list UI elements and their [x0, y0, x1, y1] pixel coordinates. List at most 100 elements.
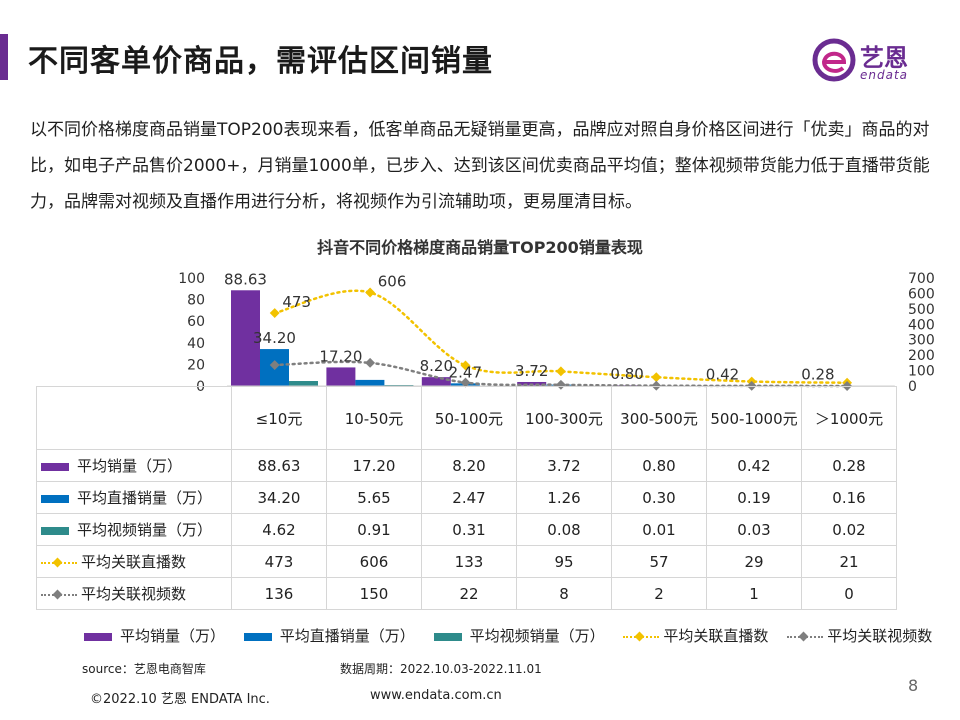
- live-count-line-icon: [623, 631, 660, 642]
- line-point-marker: [269, 360, 280, 370]
- line-point-marker: [651, 372, 662, 383]
- avg-sales-swatch-icon: [41, 462, 69, 471]
- table-cell: 21: [801, 545, 897, 578]
- table-cell: 0.03: [706, 513, 802, 546]
- table-cell: 57: [611, 545, 707, 578]
- right-axis-tick: 100: [908, 364, 935, 380]
- table-cell: 5.65: [326, 481, 422, 514]
- table-cell: 34.20: [231, 481, 327, 514]
- left-axis-tick: 60: [187, 314, 205, 330]
- endata-logo-icon: [812, 38, 856, 82]
- row-label: 平均关联视频数: [36, 577, 232, 610]
- right-axis-tick: 400: [908, 317, 935, 333]
- table-cell: 0.30: [611, 481, 707, 514]
- legend-item: 平均直播销量（万）: [243, 625, 415, 646]
- left-axis-tick: 20: [187, 357, 205, 373]
- data-label: 0.28: [801, 366, 834, 384]
- row-label: 平均关联直播数: [36, 545, 232, 578]
- table-cell: 88.63: [231, 449, 327, 482]
- table-cell: 0.91: [326, 513, 422, 546]
- bar: [289, 381, 318, 386]
- line-point-marker: [460, 360, 471, 371]
- table-row: 平均直播销量（万） 34.20 5.65 2.47 1.26 0.30 0.19…: [36, 481, 897, 514]
- table-row: 平均关联直播数 473 606 133 95 57 29 21: [36, 545, 897, 578]
- table-cell: 29: [706, 545, 802, 578]
- table-cell: 0.28: [801, 449, 897, 482]
- legend-label: 平均关联直播数: [663, 627, 769, 645]
- table-cell: 606: [326, 545, 422, 578]
- table-cell: 4.62: [231, 513, 327, 546]
- bar: [421, 377, 451, 386]
- bar: [326, 367, 356, 386]
- table-cell: 17.20: [326, 449, 422, 482]
- table-cell: 0.01: [611, 513, 707, 546]
- table-cell: 136: [231, 577, 327, 610]
- chart-legend: 平均销量（万） 平均直播销量（万） 平均视频销量（万） 平均关联直播数 平均关联…: [84, 625, 946, 646]
- table-cell: 0: [801, 577, 897, 610]
- table-row: 平均关联视频数 136 150 22 8 2 1 0: [36, 577, 897, 610]
- legend-label: 平均直播销量（万）: [279, 627, 415, 645]
- logo-subtext: endata: [860, 68, 909, 82]
- category-cell: 100-300元: [516, 386, 612, 450]
- table-cell: 1: [706, 577, 802, 610]
- footer-website[interactable]: www.endata.com.cn: [370, 688, 502, 703]
- row-label-text: 平均销量（万）: [77, 457, 183, 475]
- category-row: ≤10元 10-50元 50-100元 100-300元 300-500元 50…: [36, 386, 897, 450]
- data-label: 3.72: [515, 362, 548, 380]
- live-count-line-icon: [41, 557, 77, 568]
- footer-copyright: ©2022.10 艺恩 ENDATA Inc.: [90, 692, 270, 707]
- logo: 艺恩 endata: [812, 38, 942, 86]
- category-cell: ＞1000元: [801, 386, 897, 450]
- footer-period: 数据周期：2022.10.03-2022.11.01: [340, 662, 542, 676]
- data-table: ≤10元 10-50元 50-100元 100-300元 300-500元 50…: [36, 386, 897, 610]
- line-point-marker: [365, 287, 376, 298]
- line-point-marker: [555, 366, 566, 377]
- legend-item: 平均视频销量（万）: [433, 625, 605, 646]
- table-cell: 150: [326, 577, 422, 610]
- left-axis-tick: 40: [187, 336, 205, 352]
- table-row: 平均销量（万） 88.63 17.20 8.20 3.72 0.80 0.42 …: [36, 449, 897, 482]
- page-title: 不同客单价商品，需评估区间销量: [28, 44, 493, 79]
- row-label-text: 平均视频销量（万）: [77, 521, 213, 539]
- legend-item: 平均销量（万）: [84, 625, 225, 646]
- right-axis-tick: 700: [908, 271, 935, 287]
- data-label: 17.20: [319, 347, 362, 365]
- video-count-line-icon: [787, 631, 824, 642]
- page-number: 8: [908, 676, 919, 695]
- title-accent-bar: [0, 34, 8, 80]
- table-cell: 2.47: [421, 481, 517, 514]
- category-cell: 10-50元: [326, 386, 422, 450]
- category-cell: ≤10元: [231, 386, 327, 450]
- table-cell: 8.20: [421, 449, 517, 482]
- intro-paragraph: 以不同价格梯度商品销量TOP200表现来看，低客单商品无疑销量更高，品牌应对照自…: [30, 120, 930, 212]
- table-cell: 95: [516, 545, 612, 578]
- table-cell: 8: [516, 577, 612, 610]
- table-cell: 3.72: [516, 449, 612, 482]
- category-cell: 500-1000元: [706, 386, 802, 450]
- data-label: 0.42: [706, 366, 739, 384]
- row-label-text: 平均关联视频数: [81, 585, 187, 603]
- data-label: 606: [378, 273, 407, 291]
- avg-sales-swatch-icon: [84, 632, 112, 641]
- live-sales-swatch-icon: [243, 632, 272, 641]
- left-axis-tick: 100: [178, 271, 205, 287]
- category-cell: 300-500元: [611, 386, 707, 450]
- right-axis-tick: 500: [908, 302, 935, 318]
- right-axis-tick: 0: [908, 379, 917, 395]
- table-cell: 0.08: [516, 513, 612, 546]
- table-row: 平均视频销量（万） 4.62 0.91 0.31 0.08 0.01 0.03 …: [36, 513, 897, 546]
- right-axis-tick: 600: [908, 286, 935, 302]
- data-label: 8.20: [420, 357, 453, 375]
- legend-label: 平均视频销量（万）: [469, 627, 605, 645]
- table-cell: 133: [421, 545, 517, 578]
- row-label-text: 平均直播销量（万）: [77, 489, 213, 507]
- table-cell: 0.31: [421, 513, 517, 546]
- footer-source: source：艺恩电商智库: [82, 662, 206, 676]
- video-sales-swatch-icon: [41, 526, 69, 535]
- legend-label: 平均销量（万）: [120, 627, 226, 645]
- table-cell: 473: [231, 545, 327, 578]
- table-cell: 1.26: [516, 481, 612, 514]
- logo-text: 艺恩: [860, 44, 908, 72]
- line-point-marker: [460, 377, 471, 388]
- table-cell: 0.42: [706, 449, 802, 482]
